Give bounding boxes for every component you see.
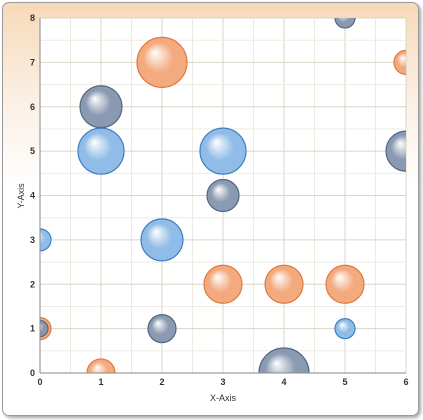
bubbles [40, 18, 406, 373]
bubble-s1-p1 [86, 358, 116, 373]
bubble-s0-p4 [334, 318, 356, 340]
y-tick-label: 7 [30, 57, 35, 67]
y-tick-label: 8 [30, 13, 35, 23]
x-tick-label: 6 [403, 377, 408, 387]
bubble-s2-p0 [40, 320, 49, 338]
x-tick-label: 3 [220, 377, 225, 387]
y-tick-label: 2 [30, 279, 35, 289]
axes [39, 18, 406, 374]
bubble-s1-p4 [264, 264, 304, 304]
bubble-s0-p0 [40, 228, 52, 252]
y-tick-label: 4 [30, 191, 35, 201]
bubble-s2-p3 [206, 178, 240, 213]
bubble-s2-p1 [79, 85, 123, 129]
x-tick-label: 4 [281, 377, 286, 387]
y-tick-label: 3 [30, 235, 35, 245]
bubble-s1-p5 [325, 264, 365, 304]
bubble-s1-p3 [203, 264, 243, 304]
bubble-s1-p6 [393, 49, 406, 75]
y-tick-label: 1 [30, 324, 35, 334]
x-tick-label: 2 [159, 377, 164, 387]
bubble-s0-p2 [140, 218, 184, 262]
bubble-s0-p1 [77, 127, 125, 175]
y-tick-label: 0 [30, 368, 35, 378]
y-tick-label: 6 [30, 102, 35, 112]
tick-labels: 0 1 2 3 4 5 6 0 1 2 3 4 5 6 7 8 [30, 13, 409, 387]
bubble-s2-p6 [385, 130, 406, 172]
bubble-s2-p5 [334, 18, 356, 29]
bubble-s0-p3 [199, 127, 247, 175]
y-axis-title: Y-Axis [16, 183, 26, 209]
bubble-s1-p2 [136, 36, 188, 88]
x-tick-label: 5 [342, 377, 347, 387]
bubble-s2-p2 [147, 314, 177, 344]
x-axis-title: X-Axis [210, 393, 237, 403]
x-tick-label: 1 [98, 377, 103, 387]
y-tick-label: 5 [30, 146, 35, 156]
x-tick-label: 0 [37, 377, 42, 387]
bubble-s2-p4 [258, 347, 310, 373]
